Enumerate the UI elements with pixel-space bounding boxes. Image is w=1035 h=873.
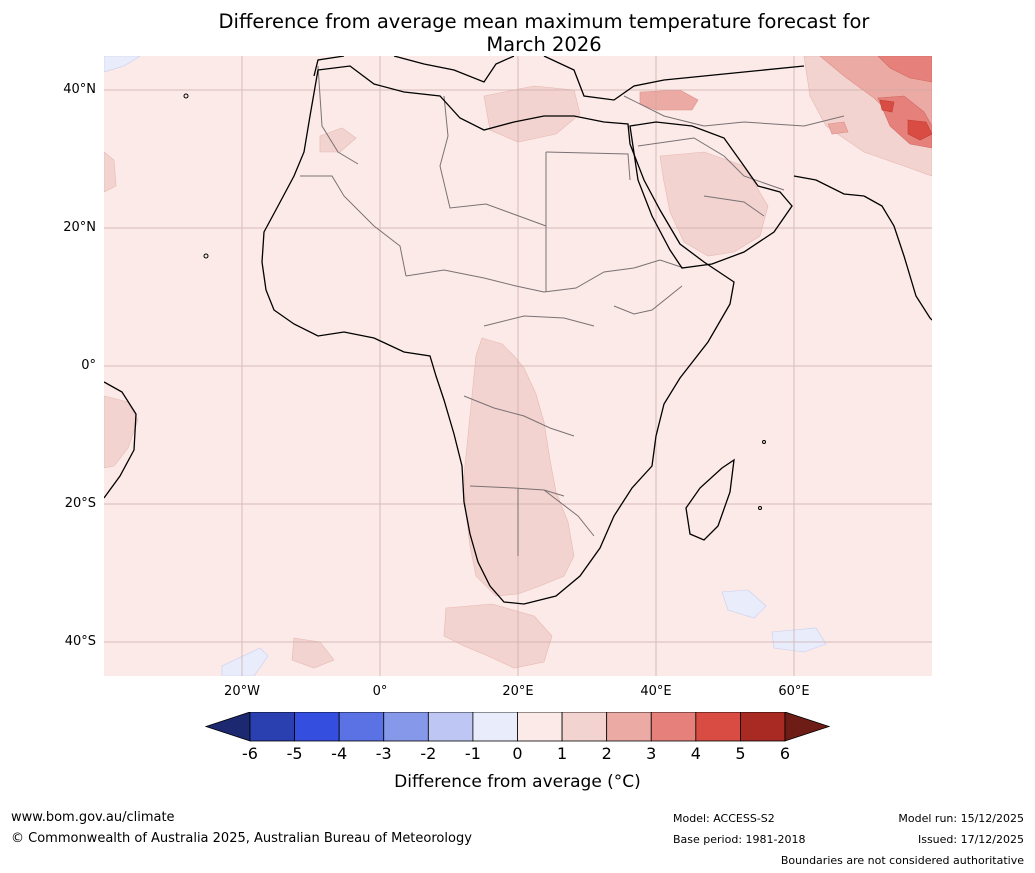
coastline-africa <box>261 65 735 605</box>
islands <box>183 93 766 510</box>
footer-base-period: Base period: 1981-2018 <box>673 833 806 846</box>
colorbar-bin <box>427 712 474 742</box>
coastline-india <box>863 195 932 321</box>
anomaly-indian-ocean-south <box>721 589 767 619</box>
lon-label-20e: 20°E <box>502 684 534 699</box>
anomaly-iran-core <box>907 119 932 141</box>
colorbar-bin <box>606 712 652 742</box>
lon-label-40e: 40°E <box>640 684 672 699</box>
border-morocco-algeria <box>317 65 359 165</box>
lat-label-40s: 40°S <box>64 634 96 649</box>
colorbar-bin <box>294 712 340 742</box>
colorbar-extend-high <box>784 712 831 742</box>
anomaly-iraq-patch <box>827 121 849 135</box>
country-boundaries <box>300 65 845 556</box>
footer-website: www.bom.gov.au/climate <box>11 810 175 825</box>
cbar-tick: 3 <box>646 744 657 763</box>
lat-label-20s: 20°S <box>64 496 96 511</box>
coastlines <box>104 56 932 605</box>
border-saudi-iraq <box>637 137 785 191</box>
border-namibia-botswana <box>469 485 565 497</box>
map-title-line-1: Difference from average mean maximum tem… <box>218 10 870 33</box>
border-turkey-syria-iran <box>623 95 845 127</box>
cbar-tick: 2 <box>601 744 612 763</box>
island-mauritius <box>758 506 762 510</box>
border-mauritania-mali <box>300 175 407 277</box>
border-egypt-sudan <box>545 151 631 181</box>
colorbar-bin <box>338 712 385 742</box>
island-azores <box>183 93 189 99</box>
anomaly-minus1-to-0-layer <box>104 56 827 676</box>
footer-model-run: Model run: 15/12/2025 <box>898 812 1024 825</box>
cbar-tick: 5 <box>735 744 746 763</box>
colorbar-label: Difference from average (°C) <box>394 772 641 792</box>
cbar-tick: -3 <box>375 744 392 763</box>
map-title-line-2: March 2026 <box>486 33 602 56</box>
cbar-tick: 1 <box>556 744 568 763</box>
colorbar <box>204 712 831 742</box>
lon-label-60e: 60°E <box>778 684 810 699</box>
lat-label-20n: 20°N <box>63 220 96 235</box>
anomaly-4-to-5-layer <box>879 99 932 141</box>
anomaly-iran-north <box>879 99 895 113</box>
anomaly-brazil-north <box>104 151 117 193</box>
lon-label-0: 0° <box>372 684 388 699</box>
coastline-madagascar <box>685 458 735 541</box>
colorbar-bin <box>650 712 697 742</box>
colorbar-extend-low <box>204 712 251 742</box>
cbar-tick: 4 <box>690 744 701 763</box>
border-niger-nigeria <box>405 269 545 293</box>
lat-label-40n: 40°N <box>63 82 96 97</box>
footer-issued: Issued: 17/12/2025 <box>917 833 1024 846</box>
map-title: Difference from average mean maximum tem… <box>104 10 984 56</box>
border-drc-south <box>463 395 575 437</box>
anomaly-mediterranean <box>483 85 581 143</box>
cbar-tick: 6 <box>779 744 791 763</box>
colorbar-bin <box>472 712 518 742</box>
colorbar-bin <box>561 712 608 742</box>
cbar-tick: -2 <box>420 744 437 763</box>
coastline-arabia <box>629 121 793 269</box>
anomaly-arabia <box>659 151 769 257</box>
anomaly-sahara-west <box>319 127 357 153</box>
border-drc-north <box>483 315 595 327</box>
footer-model: Model: ACCESS-S2 <box>673 812 775 825</box>
footer-copyright: © Commonwealth of Australia 2025, Austra… <box>11 831 472 846</box>
coastline-south-america <box>104 381 137 499</box>
colorbar-bin <box>383 712 429 742</box>
forecast-map <box>104 56 932 676</box>
anomaly-southern-africa <box>463 337 575 597</box>
footer-disclaimer: Boundaries are not considered authoritat… <box>780 854 1024 867</box>
colorbar-bin <box>695 712 741 742</box>
cbar-tick: -6 <box>242 744 258 763</box>
anomaly-caucasus <box>877 56 932 83</box>
cbar-tick: -5 <box>286 744 303 763</box>
colorbar-bin <box>740 712 786 742</box>
island-seychelles <box>762 440 766 444</box>
border-botswana-zimbabwe <box>543 489 595 537</box>
map-canvas <box>104 56 932 676</box>
anomaly-indian-ocean-far-south <box>771 627 827 653</box>
anomaly-atlantic-far-south <box>221 647 269 676</box>
island-cape-verde <box>203 253 209 259</box>
colorbar-bin <box>249 712 295 742</box>
cbar-tick: -1 <box>464 744 481 763</box>
border-kenya <box>613 285 683 315</box>
colorbar-bin <box>517 712 563 742</box>
anomaly-atlantic-south <box>443 603 553 669</box>
anomaly-atlantic-southwest <box>291 637 335 669</box>
cbar-tick: 0 <box>512 744 523 763</box>
coastline-persian-gulf <box>793 175 865 197</box>
lat-label-0: 0° <box>81 358 96 373</box>
border-saudi-yemen <box>703 195 765 217</box>
anomaly-north-atlantic <box>104 56 141 73</box>
cbar-tick: -4 <box>331 744 348 763</box>
border-ethiopia <box>633 259 685 269</box>
lon-label-20w: 20°W <box>224 684 260 699</box>
border-south-sudan <box>543 267 635 293</box>
coastline-europe <box>313 56 805 101</box>
